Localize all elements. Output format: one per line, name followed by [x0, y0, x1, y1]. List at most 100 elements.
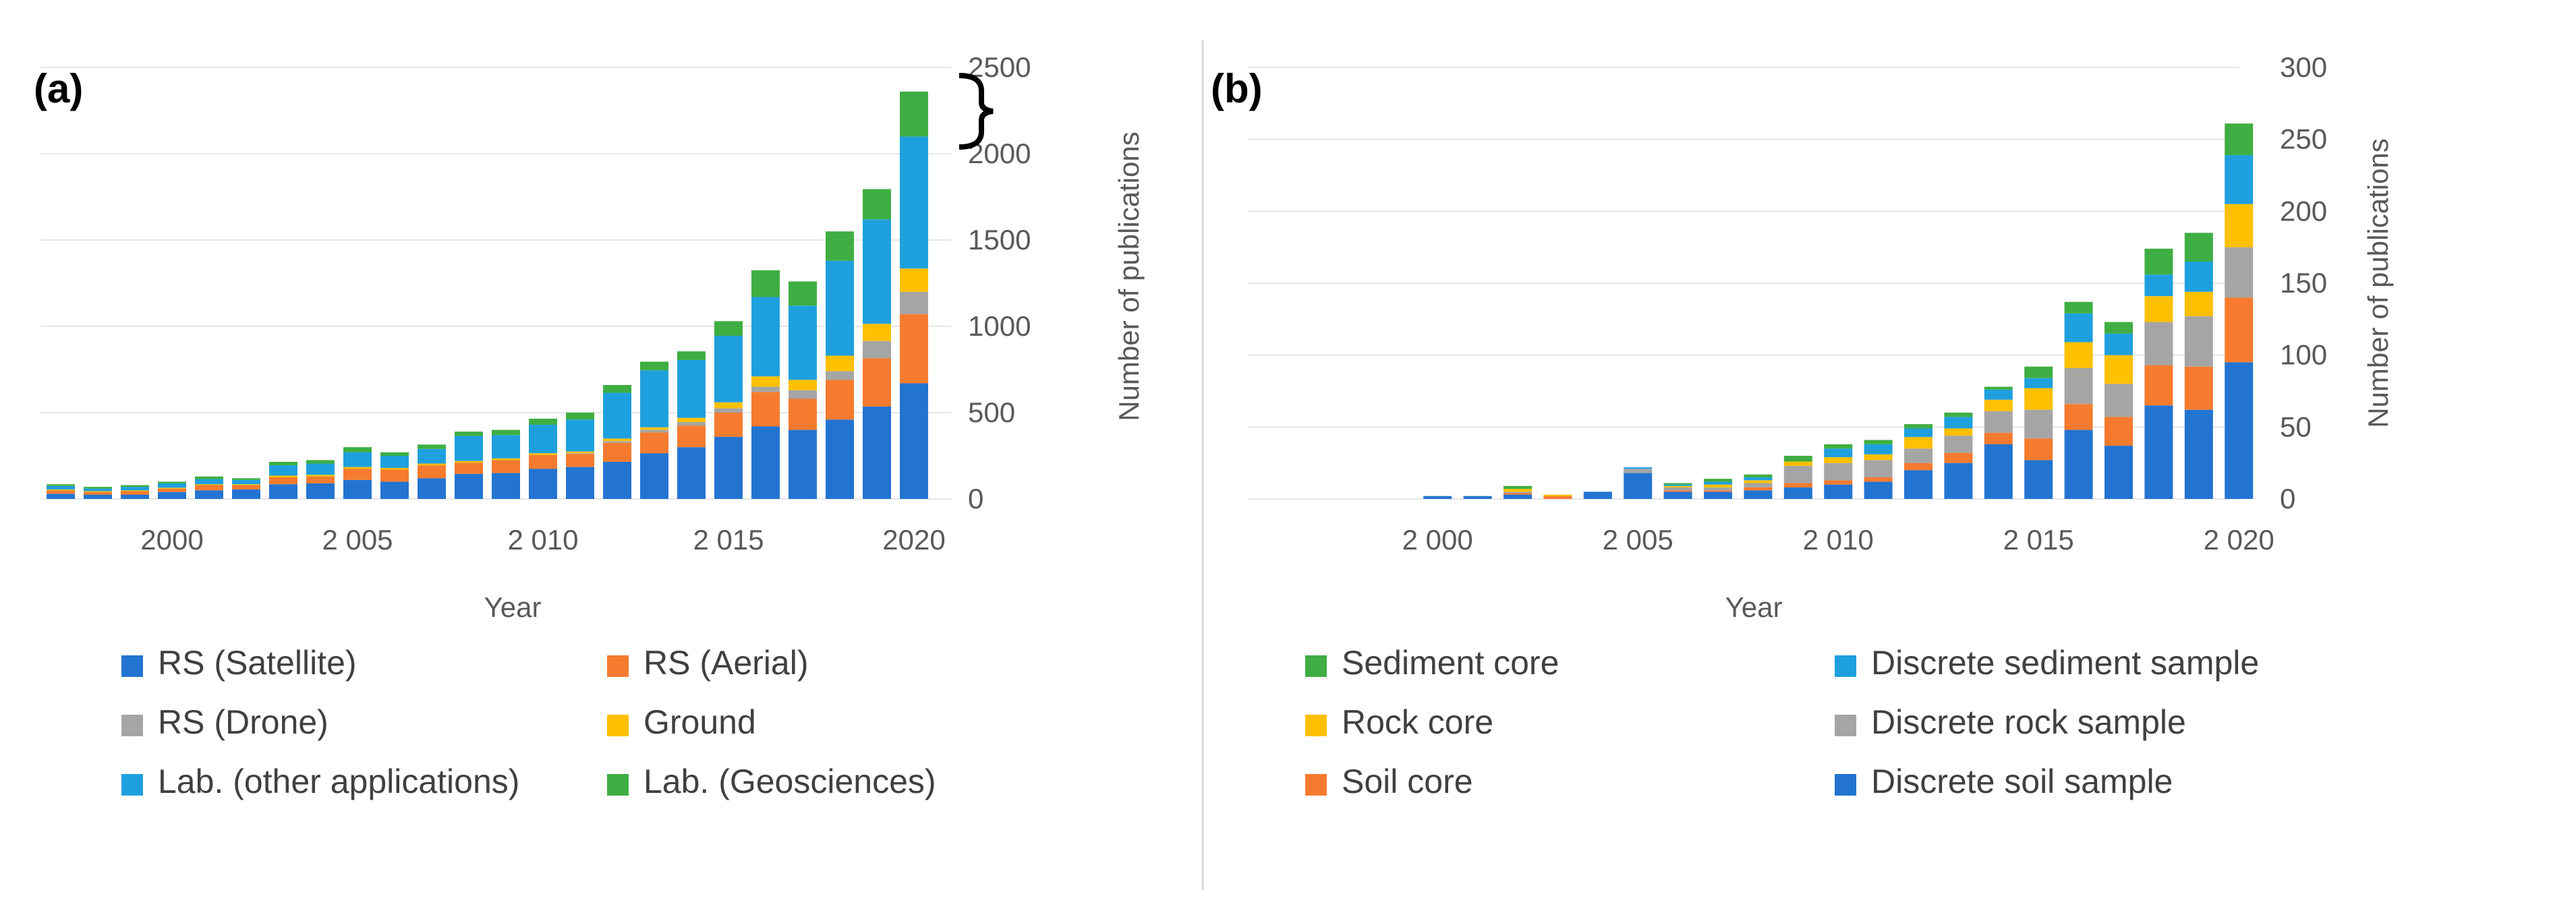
panel-b-bar-segment	[1704, 481, 1732, 485]
panel-a-bar-segment	[232, 479, 260, 485]
panel-a-bar-segment	[418, 463, 446, 466]
panel-a-bar-segment	[232, 478, 260, 480]
panel-a-bar-segment	[566, 453, 594, 454]
panel-b-bar-segment	[2184, 409, 2213, 499]
panel-b-bar-segment	[2144, 274, 2173, 297]
panel-a-bar-segment	[84, 494, 112, 499]
panel-b-x-tick-label: 2 010	[1803, 524, 1874, 556]
panel-b-x-tick-label: 2 000	[1402, 524, 1473, 556]
panel-a-legend-label: RS (Satellite)	[158, 644, 357, 682]
panel-b-bar-segment	[1704, 487, 1732, 491]
panel-a-bar-segment	[863, 324, 891, 341]
panel-a-bar-segment	[529, 469, 557, 499]
panel-a-bar-segment	[158, 488, 186, 492]
panel-b-y-tick-label: 0	[2280, 483, 2295, 514]
panel-a-bar-segment	[751, 392, 780, 427]
panel-a-bar-segment	[900, 291, 928, 315]
panel-b-bar-segment	[2024, 438, 2053, 460]
panel-a-bar-segment	[529, 418, 557, 425]
panel-b-bar-segment	[2184, 291, 2213, 317]
panel-a-bar-segment	[455, 473, 483, 499]
panel-a-bar-segment	[640, 429, 668, 433]
panel-a-bar-segment	[306, 460, 335, 464]
panel-a-bar-segment	[455, 460, 483, 463]
panel-a-x-tick-label: 2 015	[693, 524, 764, 556]
panel-b-bar-segment	[1744, 477, 1773, 481]
panel-a-bar-segment	[751, 270, 780, 297]
panel-a-x-tick-label: 2000	[140, 524, 203, 556]
panel-a-bracket-annotation	[958, 73, 994, 150]
panel-a-bar-segment	[640, 361, 668, 371]
panel-a-bar-segment	[158, 481, 186, 483]
panel-a-bar-segment	[826, 231, 854, 261]
panel-a-bar-segment	[195, 484, 223, 485]
panel-a-bar-segment	[47, 489, 75, 491]
panel-a-bar-segment	[47, 485, 75, 489]
panel-a-bar-segment	[789, 390, 817, 399]
panel-b-bar-segment	[1944, 428, 1973, 436]
panel-b-bar-segment	[1984, 411, 2013, 433]
panel-b-bar-segment	[1904, 424, 1933, 429]
panel-a-legend-swatch	[121, 715, 143, 736]
panel-a-x-tick-label: 2 005	[322, 524, 393, 556]
panel-b-bar-segment	[1904, 470, 1933, 499]
panel-a-bar-segment	[677, 359, 706, 418]
panel-b-bar-segment	[2144, 365, 2173, 406]
panel-a-bar-segment	[900, 268, 928, 292]
panel-b-bar-segment	[1864, 460, 1893, 477]
panel-b-bar-segment	[2144, 296, 2173, 322]
panel-b-bar-segment	[2024, 378, 2053, 388]
panel-b-bar-segment	[1624, 469, 1653, 473]
panel-b-bar-segment	[2144, 248, 2173, 275]
panel-b-bar-segment	[2225, 362, 2254, 499]
panel-b-bar-segment	[2024, 388, 2053, 410]
panel-b-bar-segment	[2064, 301, 2093, 314]
panel-b-bar-segment	[1864, 454, 1893, 460]
panel-b-bar-segment	[1984, 389, 2013, 400]
panel-b-bar-segment	[2225, 155, 2254, 204]
panel-a-x-tick-label: 2020	[882, 524, 945, 556]
panel-a-bar-segment	[269, 484, 297, 499]
panel-a-bar-segment	[232, 489, 260, 499]
panel-a-bar-segment	[789, 380, 817, 390]
panel-b-legend-label: Discrete sediment sample	[1871, 644, 2259, 682]
panel-b-y-tick-label: 250	[2280, 123, 2327, 155]
panel-b-bar-segment	[2064, 313, 2093, 343]
panel-b-bar-segment	[1504, 485, 1532, 489]
panel-b-bar-segment	[2225, 123, 2254, 156]
panel-b-bar-segment	[2225, 297, 2254, 363]
panel-b-bar-segment	[1783, 487, 1812, 499]
panel-b-bar-segment	[1783, 465, 1812, 483]
panel-b-x-axis-label: Year	[1725, 591, 1783, 623]
panel-a-bar-segment	[826, 355, 854, 372]
panel-a-bar-segment	[529, 424, 557, 454]
panel-a-bar-segment	[343, 452, 372, 467]
panel-a-bar-segment	[380, 456, 409, 468]
panel-b-bar-segment	[2225, 204, 2254, 247]
panel-b-bar-segment	[1704, 479, 1732, 482]
panel-a-legend-swatch	[607, 715, 629, 736]
panel-b-bar-segment	[1543, 496, 1572, 499]
panel-b-bar-segment	[2105, 333, 2133, 355]
panel-b-x-ticks: 2 000 2 005 2 010 2 015 2 020	[1402, 524, 2274, 556]
panel-a-bar-segment	[492, 429, 520, 436]
panel-b-bar-segment	[1864, 481, 1893, 499]
panel-a-bar-segment	[47, 484, 75, 486]
panel-a-bar-segment	[863, 358, 891, 407]
panel-a-bar-segment	[492, 460, 520, 473]
panel-b-bar-segment	[2064, 404, 2093, 430]
panel-a-bar-segment	[789, 305, 817, 380]
panel-a-bar-segment	[306, 476, 335, 483]
panel-a-bar-segment	[306, 475, 335, 477]
panel-b-x-tick-label: 2 005	[1603, 524, 1673, 556]
panel-a-bar-segment	[121, 490, 149, 492]
panel-a-bar-segment	[455, 436, 483, 461]
panel-a-bar-segment	[84, 491, 112, 492]
panel-a-bar-segment	[158, 487, 186, 489]
panel-a-bar-segment	[529, 453, 557, 455]
panel-b-y-tick-label: 100	[2280, 339, 2327, 371]
panel-a-bar-segment	[343, 479, 372, 499]
panel-a-bar-segment	[121, 485, 149, 487]
panel-a-bar-segment	[677, 447, 706, 499]
panel-b-bar-segment	[2024, 460, 2053, 499]
